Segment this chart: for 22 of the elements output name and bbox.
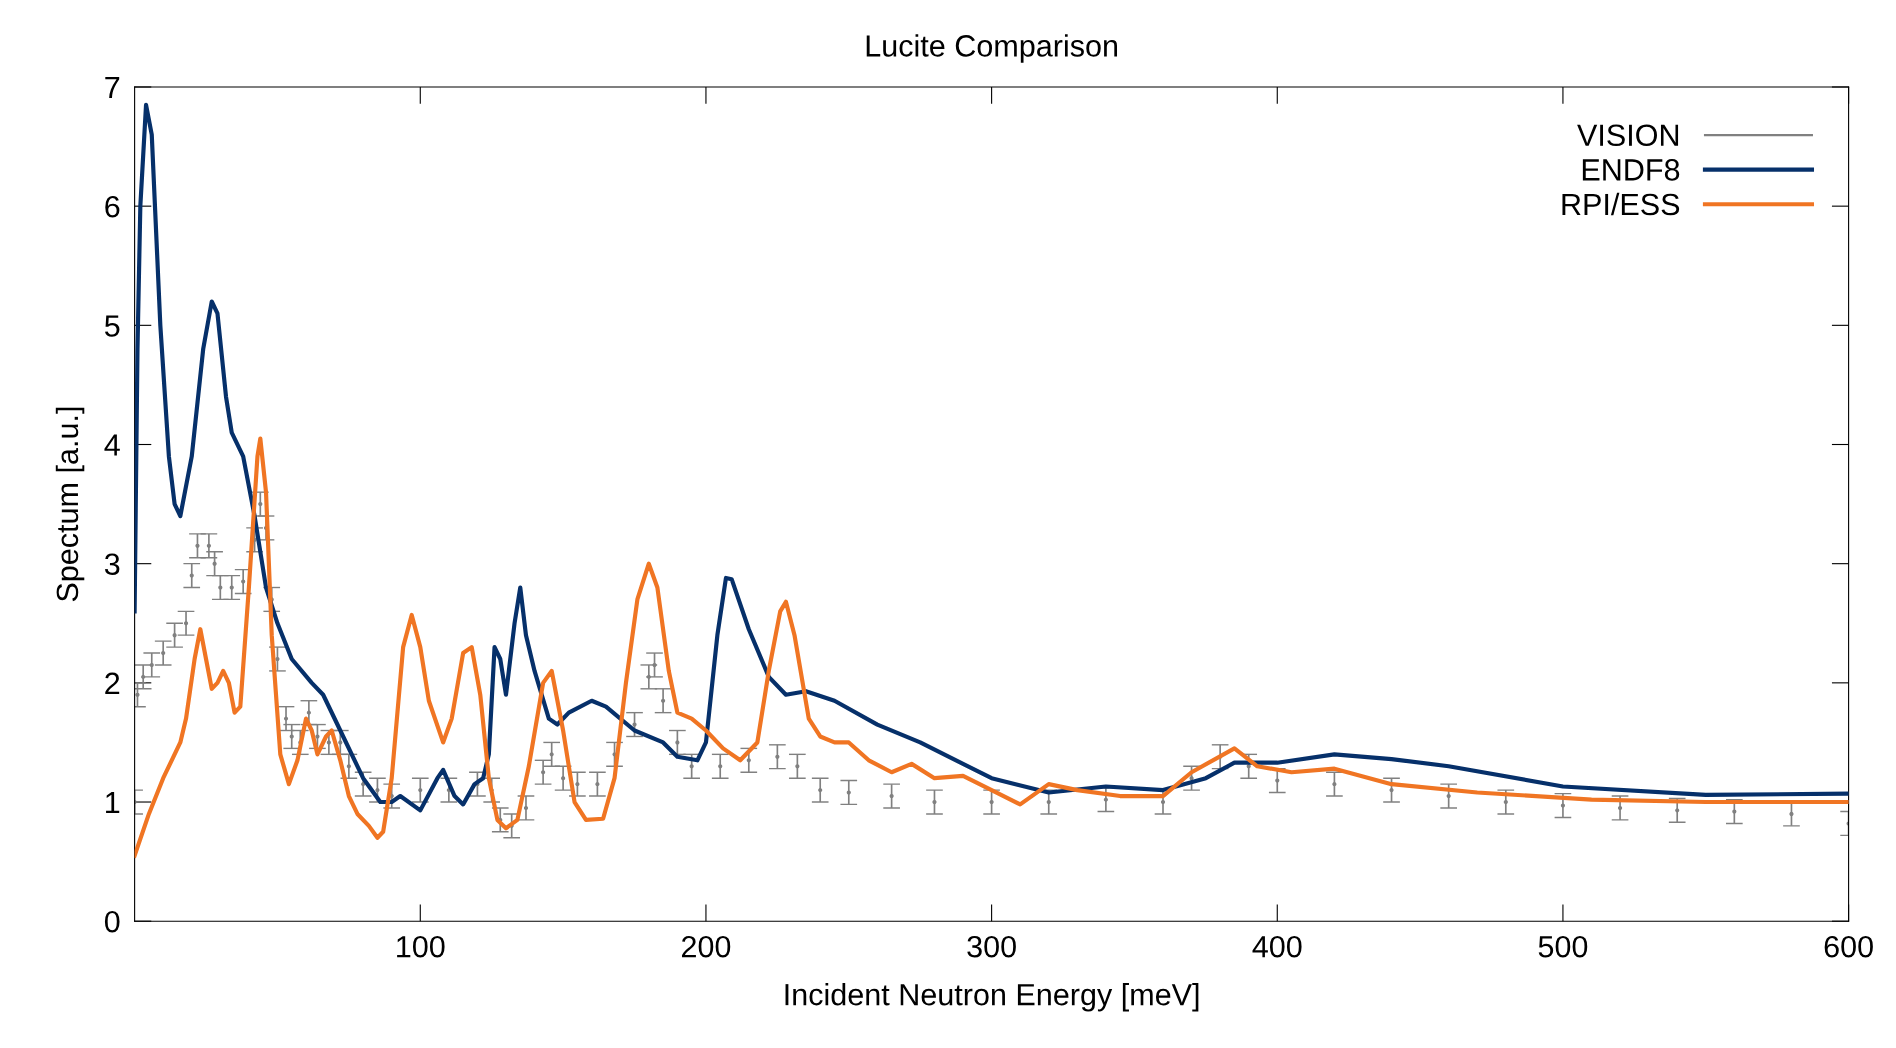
x-axis-title: Incident Neutron Energy [meV] [785,983,1199,1012]
x-tick-label: 100 [397,935,445,958]
y-tick-label: 7 [105,77,120,99]
legend-label: RPI/ESS [1562,192,1680,216]
y-tick-label: 2 [105,672,120,694]
line-series [134,436,1849,858]
x-tick-label: 300 [967,935,1016,958]
x-tick-label: 500 [1538,935,1588,958]
y-axis-title: Spectum [a.u.] [55,407,85,602]
legend-label: VISION [1577,124,1679,147]
x-tick-label: 400 [1252,935,1302,958]
y-tick-label: 6 [105,195,120,218]
y-tick-label: 1 [106,792,120,814]
y-tick-label: 3 [104,553,120,576]
y-tick-label: 0 [104,910,120,933]
chart-title: Lucite Comparison [866,34,1118,63]
y-tick-label: 4 [104,434,120,456]
line-series [134,102,1849,813]
legend-label: ENDF8 [1582,159,1680,181]
x-tick-label: 600 [1824,935,1873,958]
y-tick-label: 5 [104,315,120,337]
x-tick-label: 200 [681,935,731,958]
